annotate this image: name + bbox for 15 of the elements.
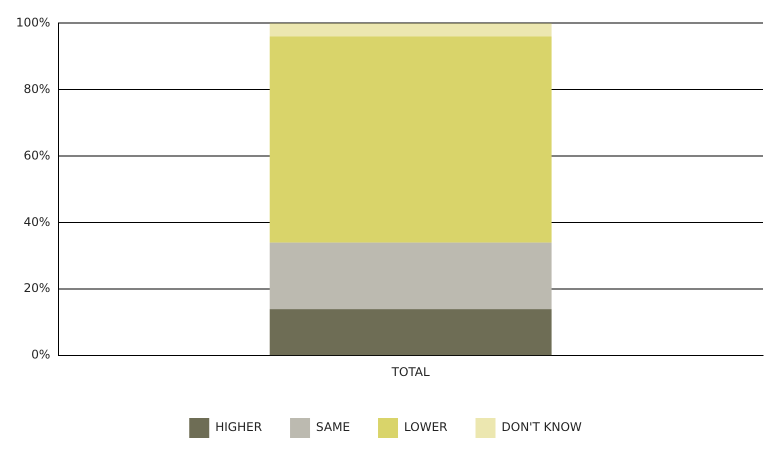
bar: [270, 23, 552, 36]
y-tick-label: 0%: [31, 348, 50, 362]
bar: [270, 309, 552, 356]
legend-label: DON'T KNOW: [502, 420, 582, 434]
y-tick-label: 80%: [24, 82, 50, 96]
y-tick-label: 20%: [24, 281, 50, 296]
legend-label: HIGHER: [215, 420, 262, 434]
bar: [270, 242, 552, 310]
y-tick-label: 40%: [24, 214, 50, 229]
legend-label: SAME: [316, 420, 350, 434]
y-tick-label: 100%: [16, 15, 50, 30]
legend-label: LOWER: [404, 420, 448, 434]
x-tick-label: TOTAL: [390, 364, 430, 379]
y-tick-label: 60%: [24, 148, 50, 162]
bar: [270, 36, 552, 243]
